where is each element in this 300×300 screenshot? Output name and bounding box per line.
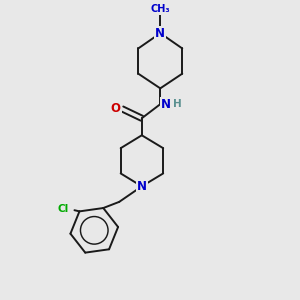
Text: N: N bbox=[155, 27, 165, 40]
Text: O: O bbox=[111, 102, 121, 116]
Text: CH₃: CH₃ bbox=[151, 4, 170, 14]
Text: N: N bbox=[137, 180, 147, 193]
Text: H: H bbox=[172, 99, 182, 109]
Text: Cl: Cl bbox=[58, 204, 69, 214]
Text: N: N bbox=[161, 98, 171, 111]
